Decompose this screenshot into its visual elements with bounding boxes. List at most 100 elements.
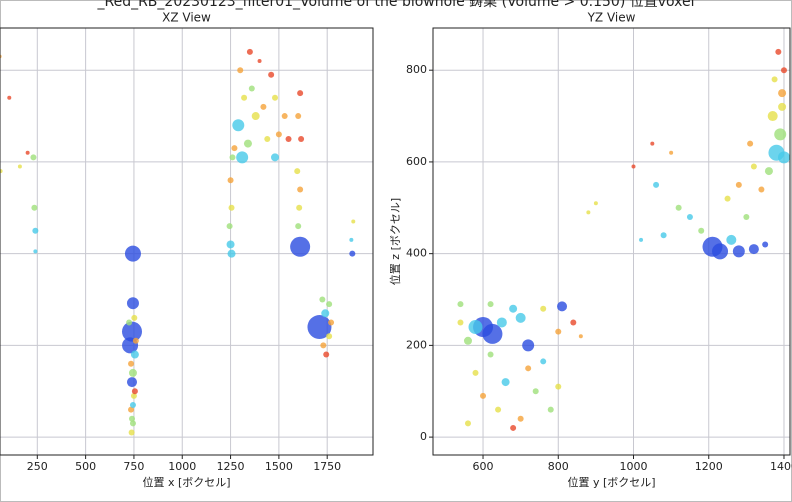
point (778, 89, 787, 98)
point (525, 365, 532, 372)
point (540, 305, 547, 312)
point (228, 204, 235, 211)
point (468, 320, 483, 335)
point (126, 297, 139, 310)
point (307, 315, 332, 340)
point (328, 319, 335, 326)
point (557, 301, 568, 312)
x-axis-label: 位置 x [ボクセル] (142, 475, 230, 489)
point (457, 319, 464, 326)
point (762, 241, 769, 248)
point (750, 163, 757, 170)
point (743, 213, 750, 220)
point (264, 135, 271, 142)
point (128, 415, 135, 422)
point (290, 236, 311, 257)
point (496, 317, 507, 328)
y-tick-label: 400 (406, 247, 427, 260)
point (778, 102, 787, 111)
point (712, 243, 729, 260)
point (7, 95, 12, 100)
point (639, 237, 644, 242)
plot (433, 28, 790, 455)
x-tick-label: 1200 (695, 460, 723, 473)
point (774, 128, 787, 141)
point (586, 210, 591, 215)
point (129, 420, 136, 427)
point (515, 312, 526, 323)
point (748, 244, 759, 255)
point (349, 237, 354, 242)
point (126, 377, 137, 388)
point (132, 337, 139, 344)
point (126, 319, 133, 326)
point (326, 333, 333, 340)
point (32, 227, 39, 234)
point (31, 204, 38, 211)
point (686, 213, 693, 220)
plot-area (0, 28, 373, 455)
point (275, 131, 282, 138)
x-tick-label: 1250 (217, 460, 245, 473)
point (660, 232, 667, 239)
point (547, 406, 554, 413)
point (129, 402, 136, 409)
point (747, 140, 754, 147)
point (472, 369, 479, 376)
point (578, 334, 583, 339)
plot-area (433, 28, 790, 455)
point (130, 392, 137, 399)
x-tick-label: 800 (548, 460, 569, 473)
point (232, 119, 245, 132)
panel-title: YZ View (587, 11, 636, 25)
point (326, 301, 333, 308)
point (236, 151, 249, 164)
point (17, 164, 22, 169)
point (653, 181, 660, 188)
point (517, 415, 524, 422)
point (231, 145, 238, 152)
point (631, 164, 636, 169)
point (510, 424, 517, 431)
point (777, 151, 790, 164)
point (226, 240, 235, 249)
point (764, 167, 773, 176)
point (509, 304, 518, 313)
point (501, 378, 510, 387)
point (271, 153, 280, 162)
point (124, 245, 141, 262)
point (593, 201, 598, 206)
point (131, 388, 138, 395)
point (555, 383, 562, 390)
point (482, 323, 503, 344)
plot-border (0, 27, 374, 456)
x-axis-label: 位置 y [ボクセル] (567, 475, 655, 489)
point (732, 245, 745, 258)
plot (0, 28, 373, 455)
point (285, 135, 292, 142)
point (570, 319, 577, 326)
point (227, 177, 234, 184)
plot-border (432, 27, 791, 456)
point (487, 301, 494, 308)
point (295, 113, 302, 120)
point (243, 139, 252, 148)
x-tick-label: 750 (123, 460, 144, 473)
y-tick-label: 0 (420, 430, 427, 443)
y-tick-label: 600 (406, 155, 427, 168)
point (321, 309, 330, 318)
point (463, 336, 472, 345)
point (295, 223, 302, 230)
point (532, 388, 539, 395)
y-tick-label: 200 (406, 338, 427, 351)
point (130, 350, 139, 359)
point (229, 154, 236, 161)
suptitle: _Red_RB_20230123_filter01_Volume of the … (96, 0, 694, 10)
point (775, 48, 782, 55)
point (128, 406, 135, 413)
point (297, 186, 304, 193)
point (251, 112, 260, 121)
point (248, 85, 255, 92)
x-tick-label: 1500 (265, 460, 293, 473)
point (457, 301, 464, 308)
